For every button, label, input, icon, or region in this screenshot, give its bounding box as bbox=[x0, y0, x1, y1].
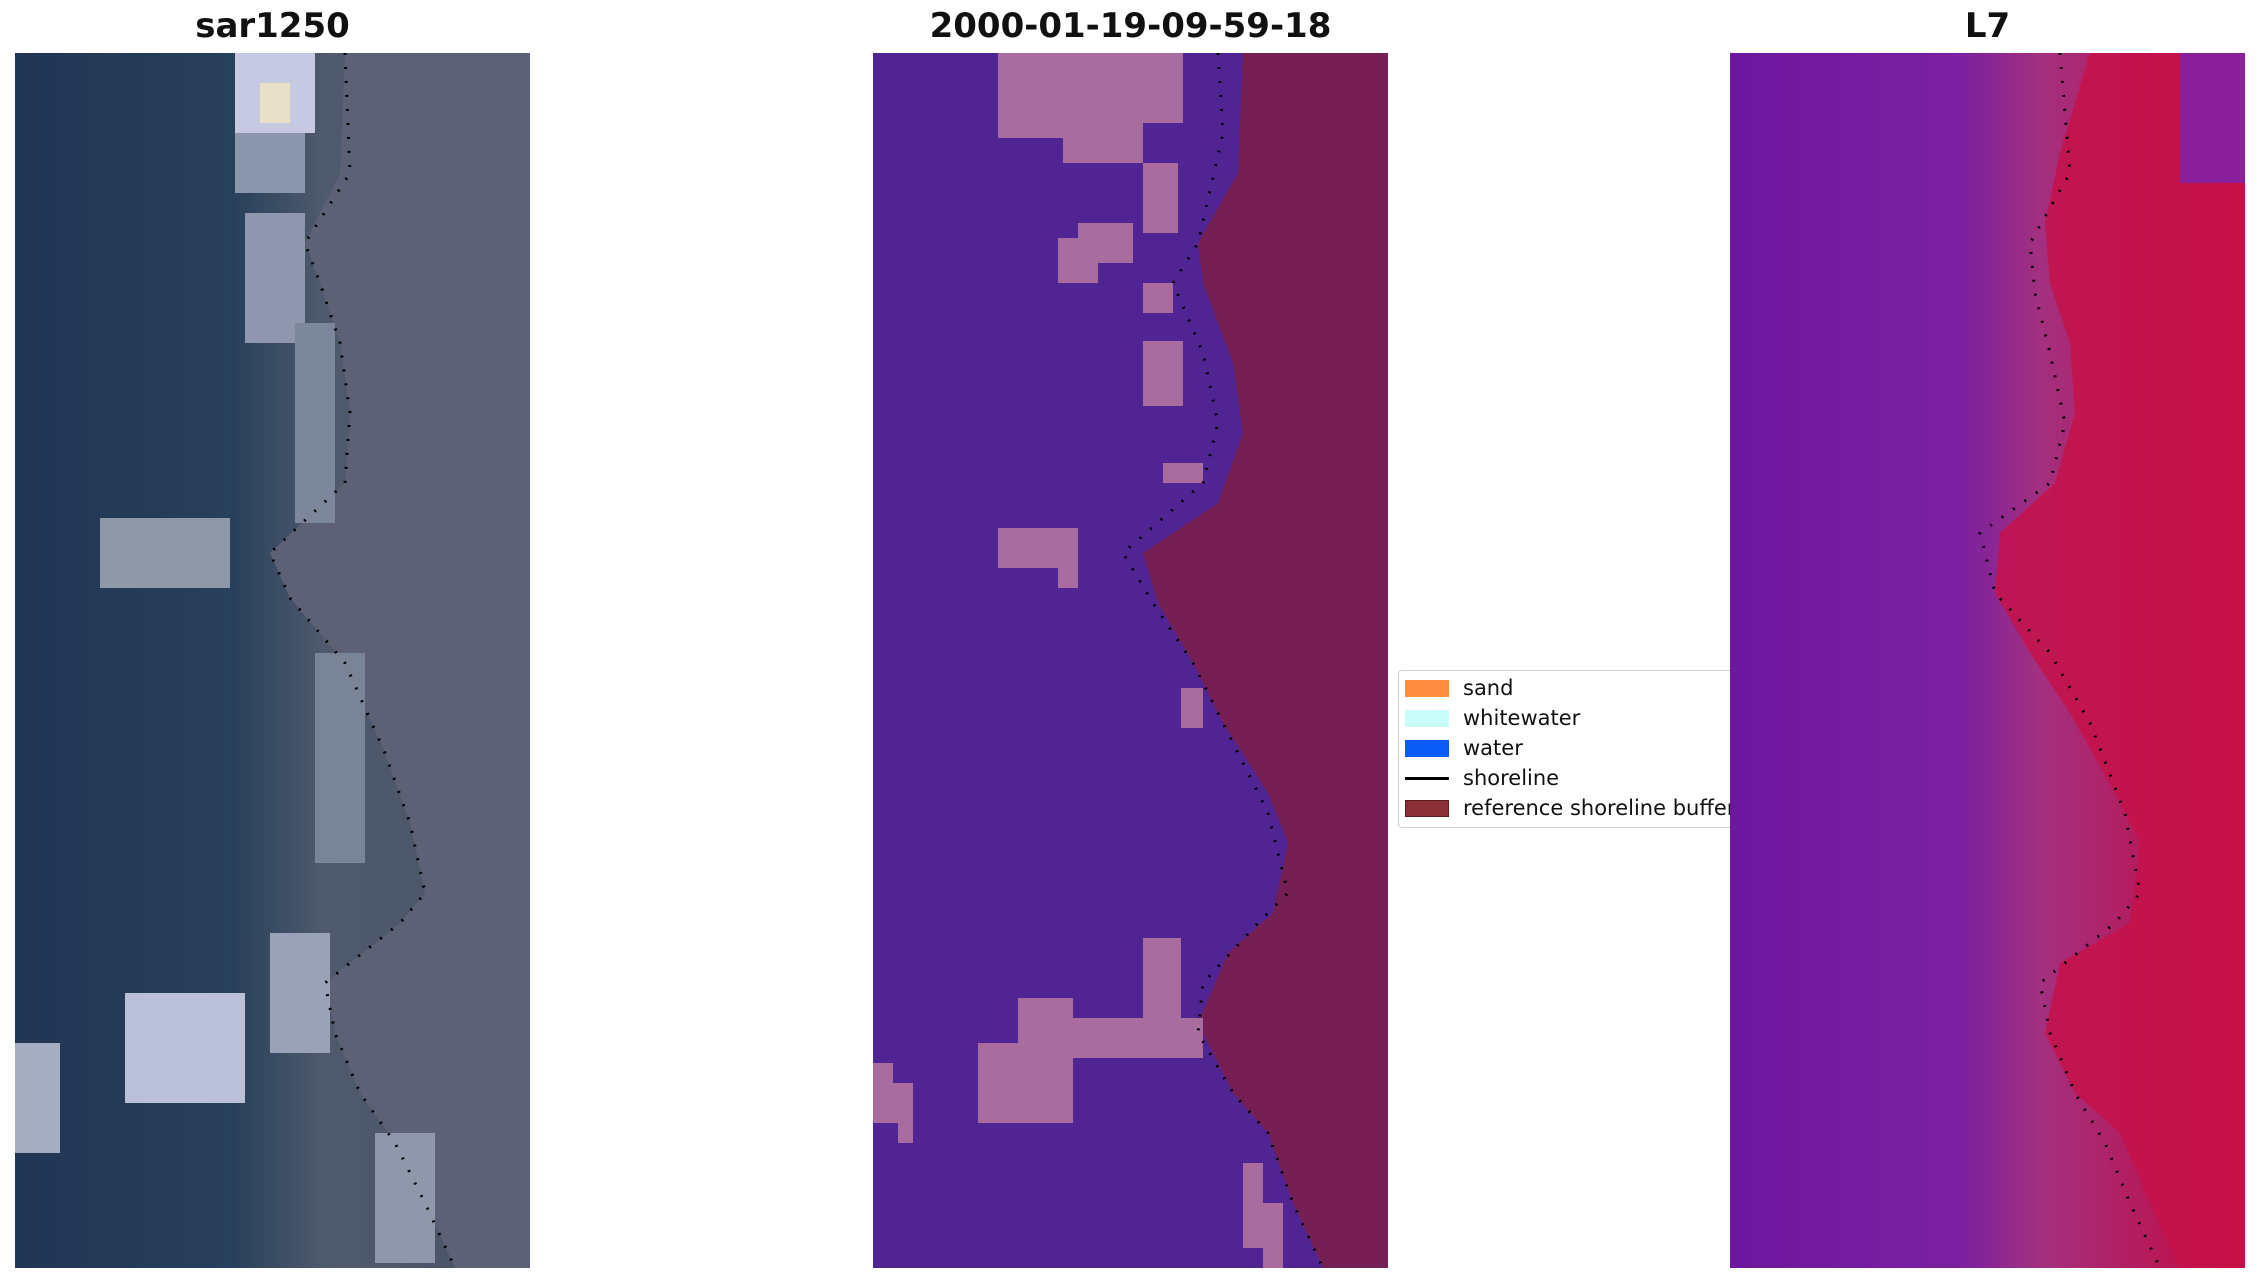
legend-item-reference-buffer: reference shoreline buffer bbox=[1405, 794, 1735, 822]
title-classified: 2000-01-19-09-59-18 bbox=[929, 6, 1332, 46]
legend-label: shoreline bbox=[1463, 766, 1560, 790]
legend-item-whitewater: whitewater bbox=[1405, 704, 1580, 732]
rgb-surf bbox=[125, 993, 245, 1103]
classified-sand-patch bbox=[998, 53, 1183, 163]
classified-sand-patch bbox=[1243, 1163, 1283, 1268]
classified-sand-patch bbox=[1143, 163, 1178, 233]
classified-sand-patch bbox=[873, 1063, 913, 1143]
title-rgb: sar1250 bbox=[195, 6, 350, 46]
legend-swatch-water bbox=[1405, 739, 1449, 757]
legend-label: water bbox=[1463, 736, 1523, 760]
legend-swatch-sand bbox=[1405, 679, 1449, 697]
legend-swatch-reference-buffer bbox=[1405, 799, 1449, 817]
index-high-region bbox=[1995, 53, 2245, 1268]
legend-label: whitewater bbox=[1463, 706, 1581, 730]
title-index: L7 bbox=[1964, 6, 2011, 46]
legend-item-sand: sand bbox=[1405, 674, 1513, 702]
index-image-panel bbox=[1730, 53, 2245, 1268]
index-upper-right bbox=[2180, 53, 2245, 183]
rgb-surf bbox=[315, 653, 365, 863]
legend: sand whitewater water shoreline referenc… bbox=[1398, 670, 1738, 828]
legend-swatch-whitewater bbox=[1405, 709, 1449, 727]
rgb-surf bbox=[375, 1133, 435, 1263]
classified-buffer bbox=[1143, 53, 1388, 1268]
rgb-surf bbox=[270, 933, 330, 1053]
legend-item-water: water bbox=[1405, 734, 1523, 762]
legend-item-shoreline: shoreline bbox=[1405, 764, 1559, 792]
rgb-land bbox=[270, 53, 530, 1268]
rgb-surf bbox=[100, 518, 230, 588]
classified-sand-patch bbox=[1143, 283, 1173, 313]
classified-sand-patch bbox=[1143, 341, 1183, 406]
legend-label: sand bbox=[1463, 676, 1514, 700]
rgb-surf bbox=[295, 323, 335, 523]
classified-sand-patch bbox=[1058, 238, 1098, 283]
classified-sand-patch bbox=[978, 938, 1203, 1123]
classified-sand-patch bbox=[1181, 688, 1203, 728]
classified-shoreline bbox=[1121, 53, 1325, 1268]
rgb-image-panel bbox=[15, 53, 530, 1268]
classified-sand-patch bbox=[1163, 463, 1203, 483]
classified-image-panel bbox=[873, 53, 1388, 1268]
legend-label: reference shoreline buffer bbox=[1463, 796, 1736, 820]
rgb-surf bbox=[235, 133, 305, 193]
classified-sand-patch bbox=[998, 528, 1078, 588]
rgb-surf bbox=[260, 83, 290, 123]
rgb-surf bbox=[245, 213, 305, 343]
rgb-surf bbox=[15, 1043, 60, 1153]
legend-line-shoreline bbox=[1405, 776, 1449, 780]
